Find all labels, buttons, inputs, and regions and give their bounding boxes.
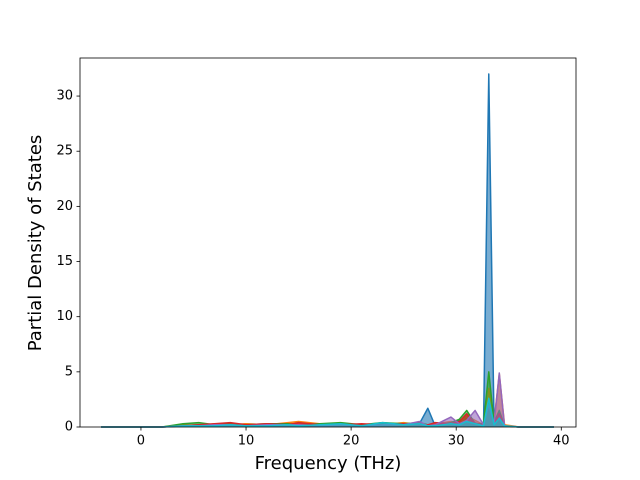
x-axis-label: Frequency (THz) xyxy=(255,453,402,474)
y-tick-label: 0 xyxy=(65,420,73,435)
series-line xyxy=(101,397,554,428)
x-tick-label: 40 xyxy=(553,434,570,449)
y-tick-label: 5 xyxy=(65,364,73,379)
x-tick-label: 10 xyxy=(238,434,255,449)
plot-frame xyxy=(79,57,577,428)
x-tick-label: 30 xyxy=(448,434,465,449)
y-tick-label: 20 xyxy=(56,199,73,214)
y-axis-label: Partial Density of States xyxy=(25,135,46,352)
y-tick-label: 25 xyxy=(56,144,73,159)
x-tick-label: 20 xyxy=(343,434,360,449)
y-tick-label: 10 xyxy=(56,309,73,324)
y-tick-label: 15 xyxy=(56,254,73,269)
y-tick-label: 30 xyxy=(56,89,73,104)
x-tick-label: 0 xyxy=(137,434,145,449)
